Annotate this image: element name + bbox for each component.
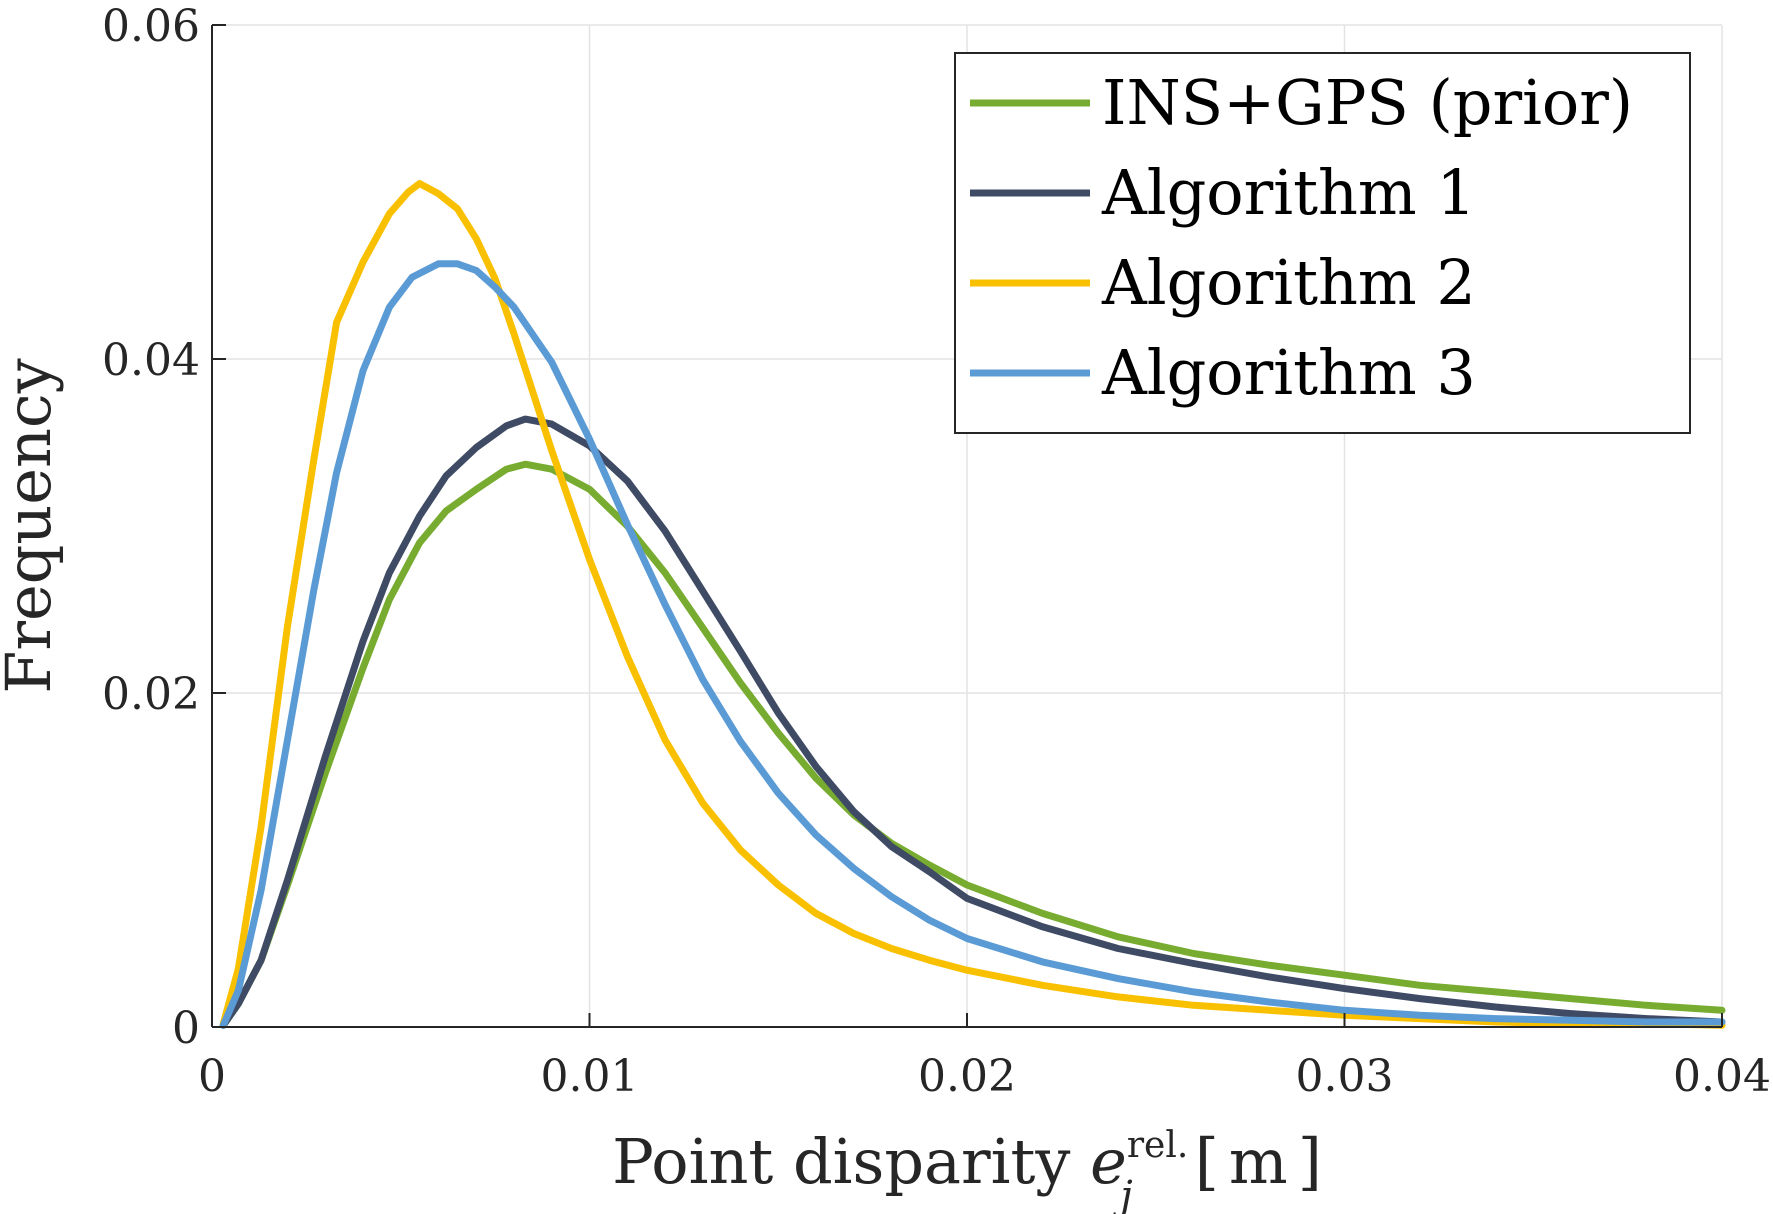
ticks: 0 0.01 0.02 0.03 0.04 0 0.02 0.04 0.06 xyxy=(102,1,1771,1102)
series-lines xyxy=(219,180,1726,1029)
legend-label-3: Algorithm 2 xyxy=(1101,246,1476,319)
y-axis-title: Frequency xyxy=(0,358,65,693)
series-line-3 xyxy=(219,180,1726,1029)
x-axis-title-prefix: Point disparity xyxy=(612,1125,1090,1198)
y-tick-label: 0.04 xyxy=(102,335,200,386)
series-line-1 xyxy=(219,460,1726,1029)
series-line-4 xyxy=(219,260,1726,1029)
legend: INS+GPS (prior) Algorithm 1 Algorithm 2 Alg… xyxy=(954,52,1691,434)
legend-label-4: Algorithm 3 xyxy=(1101,336,1476,409)
x-axis-title-unit: m xyxy=(1229,1125,1288,1198)
y-tick-label: 0 xyxy=(172,1003,200,1054)
y-tick-label: 0.06 xyxy=(102,1,200,52)
legend-label-1: INS+GPS (prior) xyxy=(1102,66,1633,139)
y-tick-label: 0.02 xyxy=(102,669,200,720)
x-tick-label: 0.03 xyxy=(1296,1051,1394,1102)
x-axis-title-unit-open: [ xyxy=(1195,1125,1219,1198)
x-tick-label: 0.04 xyxy=(1673,1051,1771,1102)
series-line-2 xyxy=(219,415,1726,1029)
legend-label-2: Algorithm 1 xyxy=(1101,156,1476,229)
x-tick-label: 0.02 xyxy=(918,1051,1016,1102)
x-tick-label: 0 xyxy=(198,1051,226,1102)
x-axis-title-unit-close: ] xyxy=(1298,1125,1322,1198)
x-axis-title-superscript: rel. xyxy=(1127,1125,1188,1166)
x-axis-title: Point disparity erel. j[m] xyxy=(612,1125,1322,1214)
x-tick-label: 0.01 xyxy=(541,1051,639,1102)
x-axis-title-variable: e xyxy=(1090,1125,1127,1198)
